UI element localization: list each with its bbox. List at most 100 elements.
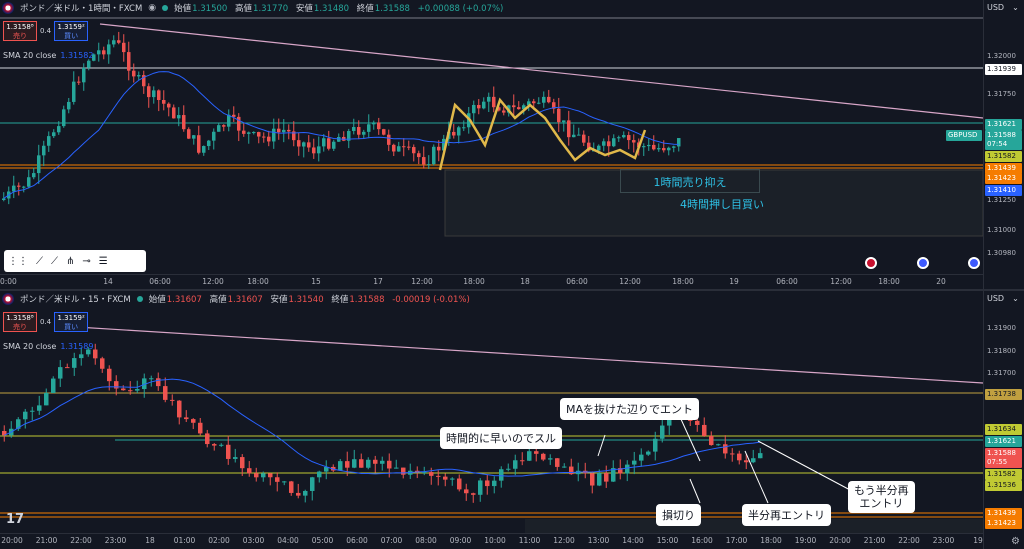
chart-pane-1h[interactable]: ポンド／米ドル・1時間・FXCM ◉ 始値1.31500 高値1.31770 安… [0, 0, 1024, 290]
time-tick: 09:00 [449, 536, 472, 545]
candle-body [352, 459, 357, 468]
sma-indicator-label[interactable]: SMA 20 close 1.31589 [3, 342, 94, 351]
currency-label[interactable]: USD ⌄ [987, 3, 1019, 12]
callout-pointer [744, 450, 769, 504]
annotation-1h-sell[interactable]: 1時間売り抑え [620, 169, 760, 193]
price-box: 1.31410 [985, 185, 1022, 196]
tradingview-logo[interactable]: 17 [6, 512, 25, 527]
candle-body [366, 459, 371, 468]
price-box: 1.31439 [985, 508, 1022, 519]
candle-body [552, 102, 556, 109]
candle-body [639, 454, 644, 461]
economic-event-icon[interactable] [865, 257, 877, 269]
annotation-half-more[interactable]: もう半分再 エントリ [848, 481, 915, 513]
candle-body [212, 444, 217, 446]
candle-body [401, 467, 406, 475]
candle-body [267, 136, 271, 142]
candle-body [512, 105, 516, 108]
symbol-title[interactable]: ポンド／米ドル・1時間・FXCM [20, 4, 143, 14]
annotation-stop-loss[interactable]: 損切り [656, 504, 701, 526]
chart-pane-15m[interactable]: ポンド／米ドル・15・FXCM 始値1.31607 高値1.31607 安値1.… [0, 291, 1024, 549]
currency-label[interactable]: USD ⌄ [987, 294, 1019, 303]
candle-body [672, 146, 676, 148]
candle-body [442, 138, 446, 151]
candle-body [102, 50, 106, 55]
ray-icon[interactable]: ⟋ [51, 255, 58, 267]
annotation-half-reentry[interactable]: 半分再エントリ [742, 504, 831, 526]
time-tick: 05:00 [311, 536, 334, 545]
candle-body [517, 107, 521, 110]
sell-button[interactable]: 1.3158⁸ 売り [3, 312, 37, 332]
candle-body [429, 472, 434, 476]
price-axis-15m[interactable]: USD ⌄ 1.31900 1.31800 1.31700 1.31738 1.3… [983, 291, 1024, 549]
time-axis-1h[interactable]: 20:00 14 06:00 12:00 18:00 15 17 12:00 18:00 18 06… [0, 274, 983, 290]
candle-body [289, 481, 294, 493]
candle-body [192, 135, 196, 139]
sell-button[interactable]: 1.3158⁸ 売り [3, 21, 37, 41]
candle-body [127, 52, 131, 71]
candle-body [57, 126, 61, 133]
time-axis-15m[interactable]: 20:00 21:00 22:00 23:00 18 01:00 02:00 03:00 04:… [0, 533, 983, 549]
candle-body [27, 177, 31, 187]
buy-button[interactable]: 1.3159² 買い [54, 21, 89, 41]
price-axis-1h[interactable]: USD ⌄ 1.32000 1.31750 1.31250 1.31000 1.3… [983, 0, 1024, 290]
symbol-title[interactable]: ポンド／米ドル・15・FXCM [20, 295, 131, 305]
chart-canvas-1h[interactable] [0, 0, 983, 274]
candle-body [394, 467, 399, 469]
candle-body [23, 411, 28, 420]
candle-body [457, 127, 461, 136]
drag-handle-icon[interactable]: ⋮⋮ [8, 255, 28, 267]
pitchfork-icon[interactable]: ⋔ [66, 255, 75, 267]
candle-body [652, 144, 656, 150]
trade-buttons: 1.3158⁸ 売り 0.4 1.3159² 買い [3, 21, 89, 41]
candle-body [97, 50, 101, 55]
time-tick: 18:00 [672, 277, 694, 286]
horizontal-line-icon[interactable]: ⊸ [82, 255, 91, 267]
pane-divider[interactable] [0, 289, 1024, 292]
candle-body [492, 96, 496, 108]
candle-body [222, 125, 226, 127]
time-tick: 12:00 [411, 277, 433, 286]
sma-indicator-label[interactable]: SMA 20 close 1.31582 [3, 51, 94, 60]
candle-body [653, 438, 658, 452]
countdown-box: 07:54 [985, 139, 1022, 150]
annotation-4h-buy[interactable]: 4時間押し目買い [680, 198, 764, 211]
settings-gear-icon[interactable]: ⚙ [1011, 536, 1020, 547]
annotation-too-early[interactable]: 時間的に早いのでスル [440, 427, 562, 449]
economic-event-icon[interactable] [917, 257, 929, 269]
price-tick: 1.31250 [987, 196, 1016, 204]
price-box: 1.31621 [985, 436, 1022, 447]
candle-body [482, 101, 486, 109]
parallel-channel-icon[interactable]: ☰ [98, 255, 108, 267]
market-open-icon [162, 5, 169, 11]
buy-button[interactable]: 1.3159² 買い [54, 312, 89, 332]
economic-event-icon[interactable] [968, 257, 980, 269]
time-tick: 20:00 [829, 536, 851, 545]
candle-body [227, 114, 231, 127]
candle-body [547, 96, 551, 103]
ohlc-values: 始値1.31500 高値1.31770 安値1.31480 終値1.31588 … [174, 4, 504, 14]
time-tick: 04:00 [277, 536, 299, 545]
chart-canvas-15m[interactable] [0, 291, 983, 533]
candle-body [30, 410, 35, 412]
candle-body [72, 81, 76, 102]
eye-icon[interactable]: ◉ [148, 3, 157, 13]
annotation-ma-entry[interactable]: MAを抜けた辺りでエント [560, 398, 700, 420]
candle-body [527, 101, 531, 106]
time-tick: 19:00 [794, 536, 817, 545]
trend-line-icon[interactable]: ⟋ [36, 255, 43, 267]
candle-body [92, 54, 96, 61]
last-price-box: 1.31588 [985, 448, 1022, 459]
candle-body [87, 60, 91, 68]
candle-body [502, 110, 506, 113]
time-tick: 19 [729, 277, 739, 286]
candle-body [16, 419, 21, 429]
candle-body [522, 105, 526, 110]
trend-line [59, 325, 983, 384]
candle-body [247, 132, 251, 134]
candle-body [662, 148, 666, 151]
candle-body [478, 480, 483, 495]
time-tick: 18 [520, 277, 530, 286]
candle-body [77, 81, 81, 83]
time-tick: 22:00 [898, 536, 920, 545]
